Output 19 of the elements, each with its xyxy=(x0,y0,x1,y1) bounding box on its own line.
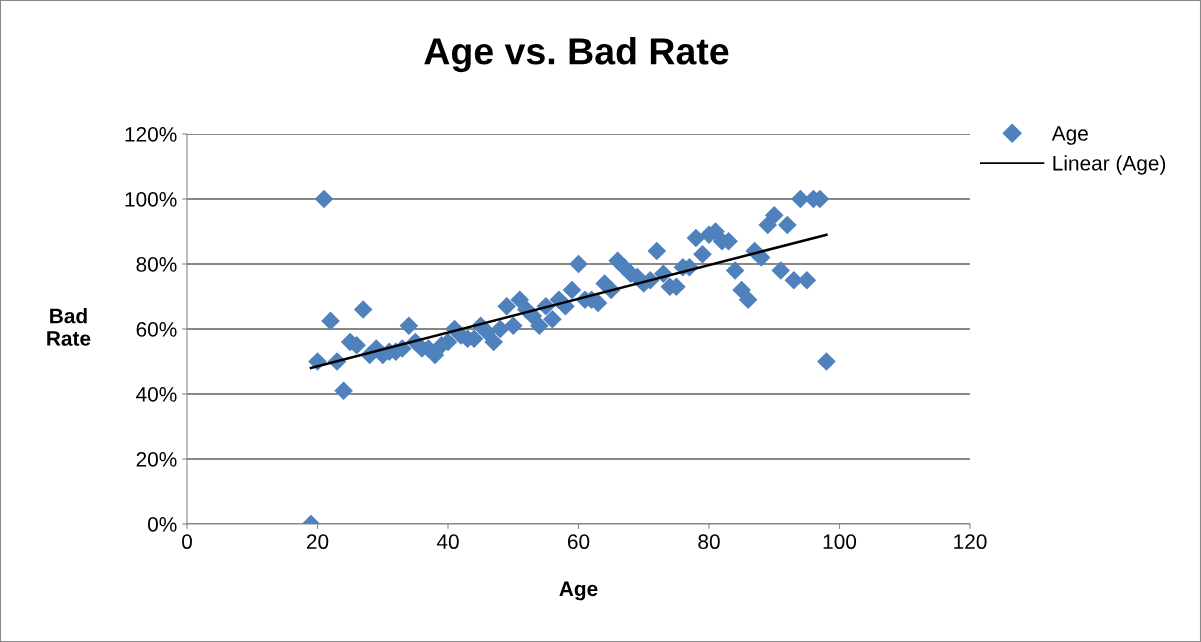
y-tick-label: 60% xyxy=(136,322,177,337)
x-tick-label: 20 xyxy=(306,534,329,550)
y-tick-label: 100% xyxy=(125,192,177,207)
y-tick-label: 40% xyxy=(136,387,177,402)
x-tick-label: 80 xyxy=(698,534,720,550)
x-axis-title: Age xyxy=(559,581,598,601)
x-tick-label: 0 xyxy=(182,534,192,550)
chart-title: Age vs. Bad Rate xyxy=(424,37,729,73)
legend-label: Age xyxy=(1051,126,1088,145)
y-tick-label: 20% xyxy=(136,452,177,467)
y-tick-label: 80% xyxy=(136,257,177,272)
y-tick-label: 120% xyxy=(125,127,177,142)
x-tick-label: 120 xyxy=(954,534,987,550)
x-tick-label: 100 xyxy=(823,534,857,550)
legend-label: Linear (Age) xyxy=(1053,155,1166,175)
x-tick-label: 60 xyxy=(567,534,590,550)
y-tick-label: 0% xyxy=(147,517,177,532)
x-tick-label: 40 xyxy=(436,534,459,550)
y-axis-title: Bad Rate xyxy=(47,308,91,346)
